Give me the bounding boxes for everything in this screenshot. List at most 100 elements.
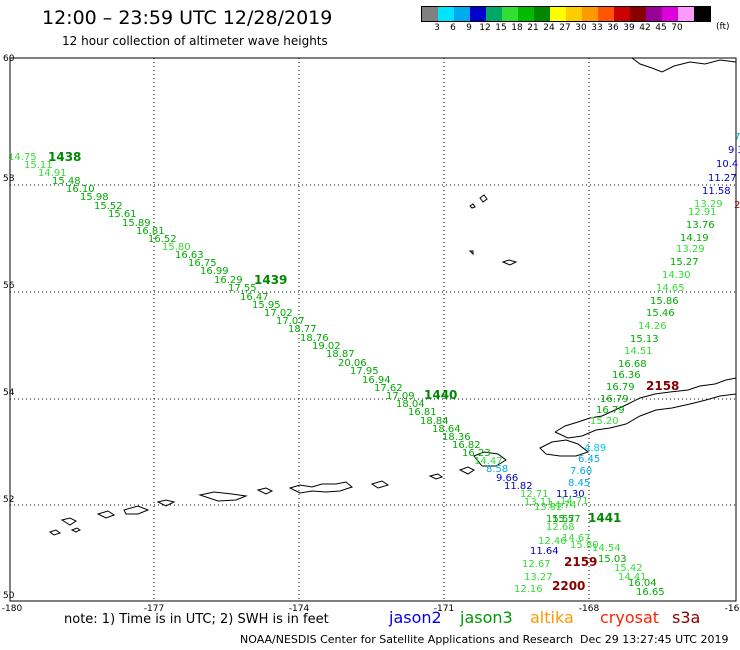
wave-height-value: 14.26 — [638, 321, 667, 332]
track-jason3: 14.7515.1114.9115.4816.1015.9815.5215.61… — [8, 150, 665, 598]
lat-label: 52 — [3, 495, 14, 505]
lon-label: -171 — [434, 604, 454, 614]
color-legend-label: 21 — [527, 23, 539, 33]
wave-height-value: 11.82 — [504, 481, 533, 492]
wave-height-value: 14.54 — [592, 543, 621, 554]
color-swatch — [646, 7, 662, 21]
track-time-label: 2158 — [646, 379, 679, 393]
lat-label: 50 — [3, 591, 15, 601]
wave-height-value: 7.60 — [570, 466, 592, 477]
track-s3a: 79.310.411.27211.5813.2912.9113.7614.191… — [514, 132, 740, 595]
color-legend-label: 33 — [591, 23, 603, 33]
wave-height-value: 15.27 — [670, 257, 699, 268]
wave-height-value: 16.10 — [66, 184, 95, 195]
wave-height-value: 15.57 — [546, 514, 575, 525]
lat-label: 58 — [3, 174, 15, 184]
wave-height-value: 9.3 — [728, 145, 740, 156]
wave-height-value: 15.46 — [646, 308, 675, 319]
wave-height-value: 11.64 — [530, 546, 559, 557]
wave-height-value: 13.27 — [524, 572, 553, 583]
wave-height-value: 18.76 — [300, 333, 329, 344]
wave-height-value: 11.58 — [702, 186, 731, 197]
color-swatch — [614, 7, 630, 21]
lat-label: 56 — [3, 281, 15, 291]
wave-height-value: 4.89 — [584, 443, 606, 454]
wave-height-value: 16.79 — [606, 382, 635, 393]
wave-height-value: 15.89 — [122, 218, 151, 229]
lon-label: -180 — [2, 604, 23, 614]
coastline — [48, 57, 737, 536]
wave-height-value: 12.16 — [514, 584, 543, 595]
color-legend-label: 3 — [434, 23, 440, 33]
wave-height-value: 12.68 — [546, 522, 575, 533]
satellite-legend-s3a: s3a — [672, 608, 701, 627]
wave-height-value: 16.65 — [636, 587, 665, 598]
wave-height-value: 17.62 — [374, 383, 403, 394]
color-swatch — [422, 7, 438, 21]
wave-height-value: 13.29 — [694, 199, 723, 210]
wave-height-value: 20.06 — [338, 358, 367, 369]
wave-height-value: 14.74 — [548, 500, 577, 511]
color-swatch — [550, 7, 566, 21]
satellite-legend-jason2: jason2 — [389, 608, 442, 627]
color-legend-bar — [421, 6, 711, 22]
track-time-label: 2159 — [564, 555, 597, 569]
track-time-label: 1438 — [48, 150, 81, 164]
color-swatch — [518, 7, 534, 21]
wave-height-value: 14.47 — [474, 456, 503, 467]
wave-height-value: 14.65 — [656, 283, 685, 294]
color-legend-labels: 3 6 9 12 15 18 21 24 27 30 33 36 39 42 45 70 — [421, 23, 740, 35]
wave-height-value: 15.48 — [52, 176, 81, 187]
wave-height-value: 13.11 — [524, 497, 553, 508]
wave-height-value: 15.42 — [614, 563, 643, 574]
wave-height-value: 12.67 — [522, 559, 551, 570]
color-legend-label: 42 — [639, 23, 651, 33]
wave-height-value: 7 — [734, 132, 740, 143]
wave-height-value: 16.68 — [618, 359, 647, 370]
color-swatch — [694, 7, 710, 21]
wave-height-value: 12.46 — [538, 536, 567, 547]
wave-height-value: 15.13 — [630, 334, 659, 345]
color-legend-label: 45 — [655, 23, 667, 33]
wave-height-value: 15.20 — [590, 416, 619, 427]
track-time-label: 1441 — [588, 511, 621, 525]
page-title: 12:00 – 23:59 UTC 12/28/2019 — [42, 7, 333, 29]
color-swatch — [566, 7, 582, 21]
footer-note: note: 1) Time is in UTC; 2) SWH is in fe… — [64, 612, 329, 627]
wave-height-value: 13.32 — [534, 502, 563, 513]
satellite-legend-altika: altika — [530, 608, 574, 627]
wave-height-value: 14.30 — [662, 270, 691, 281]
track-time-label: 2200 — [552, 579, 585, 593]
wave-height-value: 11.30 — [556, 489, 585, 500]
wave-height-value: 15.80 — [162, 242, 191, 253]
wave-height-value: 15.61 — [108, 209, 137, 220]
wave-height-value: 16.29 — [214, 275, 243, 286]
wave-height-value: 12.91 — [688, 207, 717, 218]
wave-height-value: 14.71 — [560, 496, 589, 507]
wave-height-value: 8.58 — [486, 464, 508, 475]
color-legend-label: 18 — [511, 23, 523, 33]
wave-height-value: 18.36 — [442, 432, 471, 443]
wave-height-value: 16.63 — [175, 250, 204, 261]
color-swatch — [678, 7, 694, 21]
wave-height-value: 16.99 — [200, 266, 229, 277]
wave-height-value: 14.41 — [618, 572, 647, 583]
wave-height-value: 18.04 — [396, 399, 425, 410]
wave-height-value: 14.67 — [562, 533, 591, 544]
wave-height-value: 16.75 — [188, 258, 217, 269]
satellite-legend-jason3: jason3 — [460, 608, 513, 627]
wave-height-value: 17.09 — [386, 391, 415, 402]
generated-timestamp: Dec 29 13:27:45 UTC 2019 — [580, 633, 729, 646]
color-swatch — [486, 7, 502, 21]
page-subtitle: 12 hour collection of altimeter wave hei… — [62, 34, 328, 48]
wave-height-value: 14.75 — [8, 152, 37, 163]
wave-height-value: 17.02 — [264, 308, 293, 319]
color-legend-label: 27 — [559, 23, 571, 33]
color-swatch — [582, 7, 598, 21]
wave-height-value: 15.80 — [570, 540, 599, 551]
color-swatch — [502, 7, 518, 21]
track-time-label: 1440 — [424, 388, 457, 402]
satellite-legend-cryosat: cryosat — [600, 608, 660, 627]
wave-height-value: 18.87 — [326, 349, 355, 360]
